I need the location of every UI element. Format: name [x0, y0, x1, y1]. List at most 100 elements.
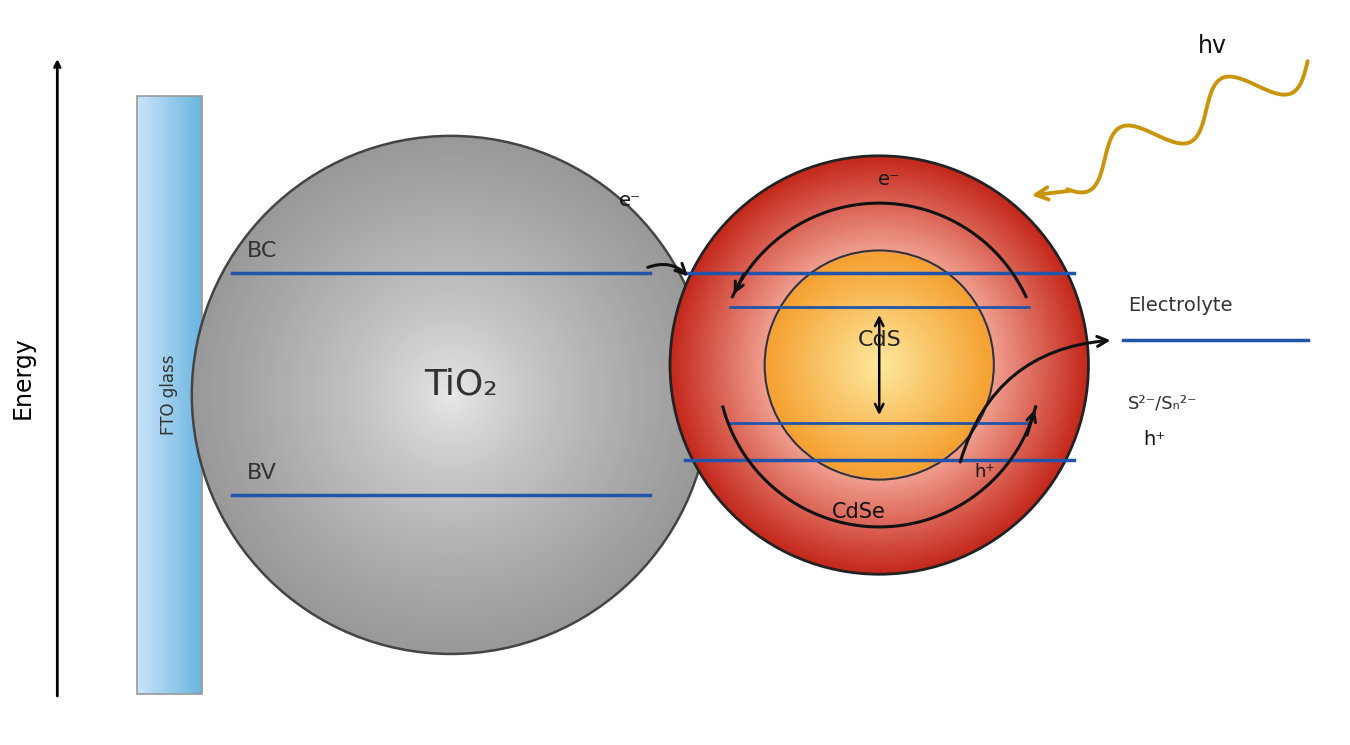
Circle shape: [714, 200, 1045, 530]
Circle shape: [863, 349, 896, 381]
Circle shape: [822, 308, 936, 422]
Circle shape: [354, 298, 548, 492]
Circle shape: [221, 165, 680, 625]
Circle shape: [744, 229, 1015, 501]
Circle shape: [680, 166, 1079, 564]
Circle shape: [192, 136, 710, 654]
Circle shape: [432, 375, 470, 414]
Circle shape: [389, 334, 513, 457]
Circle shape: [298, 243, 603, 547]
Circle shape: [238, 181, 664, 609]
Circle shape: [787, 273, 971, 457]
Circle shape: [356, 301, 545, 489]
Text: CdS: CdS: [857, 330, 900, 350]
Bar: [136, 96, 201, 694]
Circle shape: [351, 294, 551, 495]
Circle shape: [396, 340, 506, 450]
Circle shape: [844, 329, 915, 401]
Circle shape: [702, 187, 1057, 543]
Text: S²⁻/Sₙ²⁻: S²⁻/Sₙ²⁻: [1129, 395, 1197, 413]
Circle shape: [243, 188, 657, 602]
Circle shape: [729, 215, 1030, 516]
Text: BC: BC: [247, 241, 277, 261]
Circle shape: [711, 197, 1046, 533]
Circle shape: [286, 229, 616, 560]
Circle shape: [321, 265, 580, 524]
Circle shape: [752, 238, 1007, 492]
Circle shape: [377, 320, 525, 469]
Circle shape: [867, 352, 892, 378]
Circle shape: [780, 267, 977, 463]
Circle shape: [393, 337, 509, 453]
Circle shape: [331, 275, 571, 515]
Circle shape: [367, 311, 535, 479]
Circle shape: [402, 346, 500, 443]
Circle shape: [198, 142, 703, 647]
Circle shape: [275, 220, 625, 570]
Circle shape: [875, 361, 883, 370]
Circle shape: [810, 296, 948, 434]
Circle shape: [768, 254, 990, 476]
Circle shape: [289, 233, 613, 557]
Text: h⁺: h⁺: [973, 463, 995, 481]
Circle shape: [791, 277, 967, 453]
Circle shape: [227, 171, 674, 618]
Text: e⁻: e⁻: [620, 191, 641, 209]
Circle shape: [710, 195, 1049, 534]
Circle shape: [799, 285, 958, 445]
Circle shape: [360, 304, 541, 486]
Circle shape: [266, 210, 636, 580]
Circle shape: [319, 262, 583, 527]
Circle shape: [825, 311, 934, 419]
Circle shape: [328, 272, 574, 518]
Circle shape: [757, 244, 1000, 486]
Circle shape: [798, 283, 961, 446]
Circle shape: [741, 227, 1018, 503]
Circle shape: [231, 175, 671, 615]
Circle shape: [837, 323, 921, 407]
Circle shape: [760, 246, 999, 484]
Circle shape: [695, 181, 1064, 549]
Text: FTO glass: FTO glass: [161, 355, 178, 435]
Circle shape: [444, 388, 458, 402]
Circle shape: [292, 236, 609, 554]
Circle shape: [421, 366, 481, 424]
Circle shape: [836, 321, 923, 409]
Circle shape: [250, 194, 652, 596]
Circle shape: [687, 173, 1072, 557]
Circle shape: [308, 253, 593, 537]
Circle shape: [412, 356, 490, 434]
Circle shape: [748, 233, 1011, 497]
Circle shape: [270, 214, 632, 576]
Circle shape: [224, 168, 678, 621]
Circle shape: [693, 179, 1065, 551]
Circle shape: [315, 259, 587, 531]
Text: Energy: Energy: [11, 336, 35, 419]
Circle shape: [259, 204, 641, 586]
Circle shape: [764, 250, 995, 480]
Circle shape: [775, 261, 984, 469]
Circle shape: [852, 337, 906, 392]
Circle shape: [832, 317, 927, 413]
Circle shape: [672, 158, 1087, 572]
Circle shape: [864, 350, 894, 380]
Circle shape: [448, 392, 454, 398]
Circle shape: [282, 226, 620, 563]
Circle shape: [208, 152, 694, 638]
Circle shape: [790, 275, 969, 455]
Circle shape: [211, 155, 690, 635]
Circle shape: [234, 178, 668, 612]
Circle shape: [783, 269, 976, 461]
Circle shape: [441, 385, 460, 405]
Circle shape: [733, 218, 1026, 512]
Circle shape: [338, 282, 564, 508]
Circle shape: [871, 357, 887, 373]
Circle shape: [370, 314, 532, 476]
Circle shape: [273, 217, 629, 573]
Text: TiO₂: TiO₂: [424, 368, 498, 402]
Circle shape: [813, 298, 946, 432]
Circle shape: [779, 264, 980, 466]
Circle shape: [802, 288, 957, 443]
Circle shape: [734, 221, 1023, 510]
Circle shape: [679, 164, 1080, 566]
